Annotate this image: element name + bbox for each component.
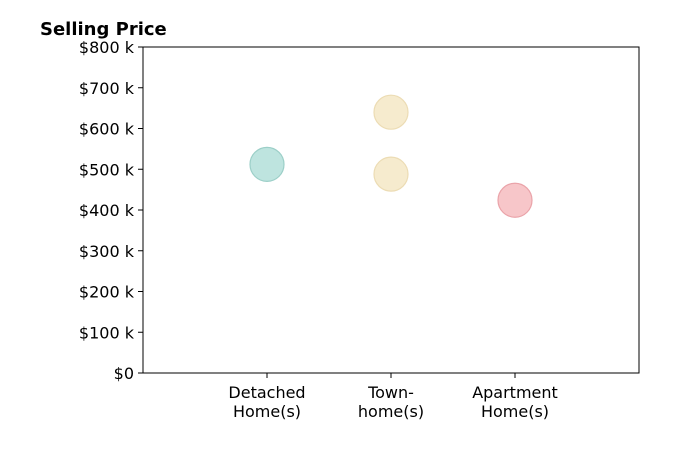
y-tick-label: $500 k xyxy=(79,160,135,179)
x-axis: Detached Home(s)Town-home(s)Apartment Home… xyxy=(228,373,558,421)
data-point xyxy=(373,156,409,192)
y-tick-label: $100 k xyxy=(79,323,135,342)
plot-area xyxy=(249,94,533,218)
x-tick-label-line: Apartment xyxy=(472,383,558,402)
x-tick-label: Apartment Home(s) xyxy=(472,383,558,421)
y-tick-label: $200 k xyxy=(79,283,135,302)
data-point xyxy=(373,94,409,130)
y-tick-label: $300 k xyxy=(79,242,135,261)
x-tick-label: Town-home(s) xyxy=(358,383,424,421)
x-tick-label-line: home(s) xyxy=(358,402,424,421)
y-tick-label: $400 k xyxy=(79,201,135,220)
data-point xyxy=(249,146,285,182)
y-tick-label: $700 k xyxy=(79,79,135,98)
y-tick-label: $0 xyxy=(114,364,134,383)
x-tick-label-line: Detached xyxy=(228,383,305,402)
x-tick-label: Detached Home(s) xyxy=(228,383,305,421)
x-tick-label-line: Home(s) xyxy=(481,402,549,421)
y-tick-label: $600 k xyxy=(79,120,135,139)
x-tick-label-line: Home(s) xyxy=(233,402,301,421)
y-axis: $0 $100 k $200 k $300 k $400 k $500 k $600 k $7… xyxy=(79,38,143,383)
y-tick-label: $800 k xyxy=(79,38,135,57)
chart-title: Selling Price xyxy=(40,19,167,40)
data-point xyxy=(497,182,533,218)
x-tick-label-line: Town- xyxy=(367,383,414,402)
